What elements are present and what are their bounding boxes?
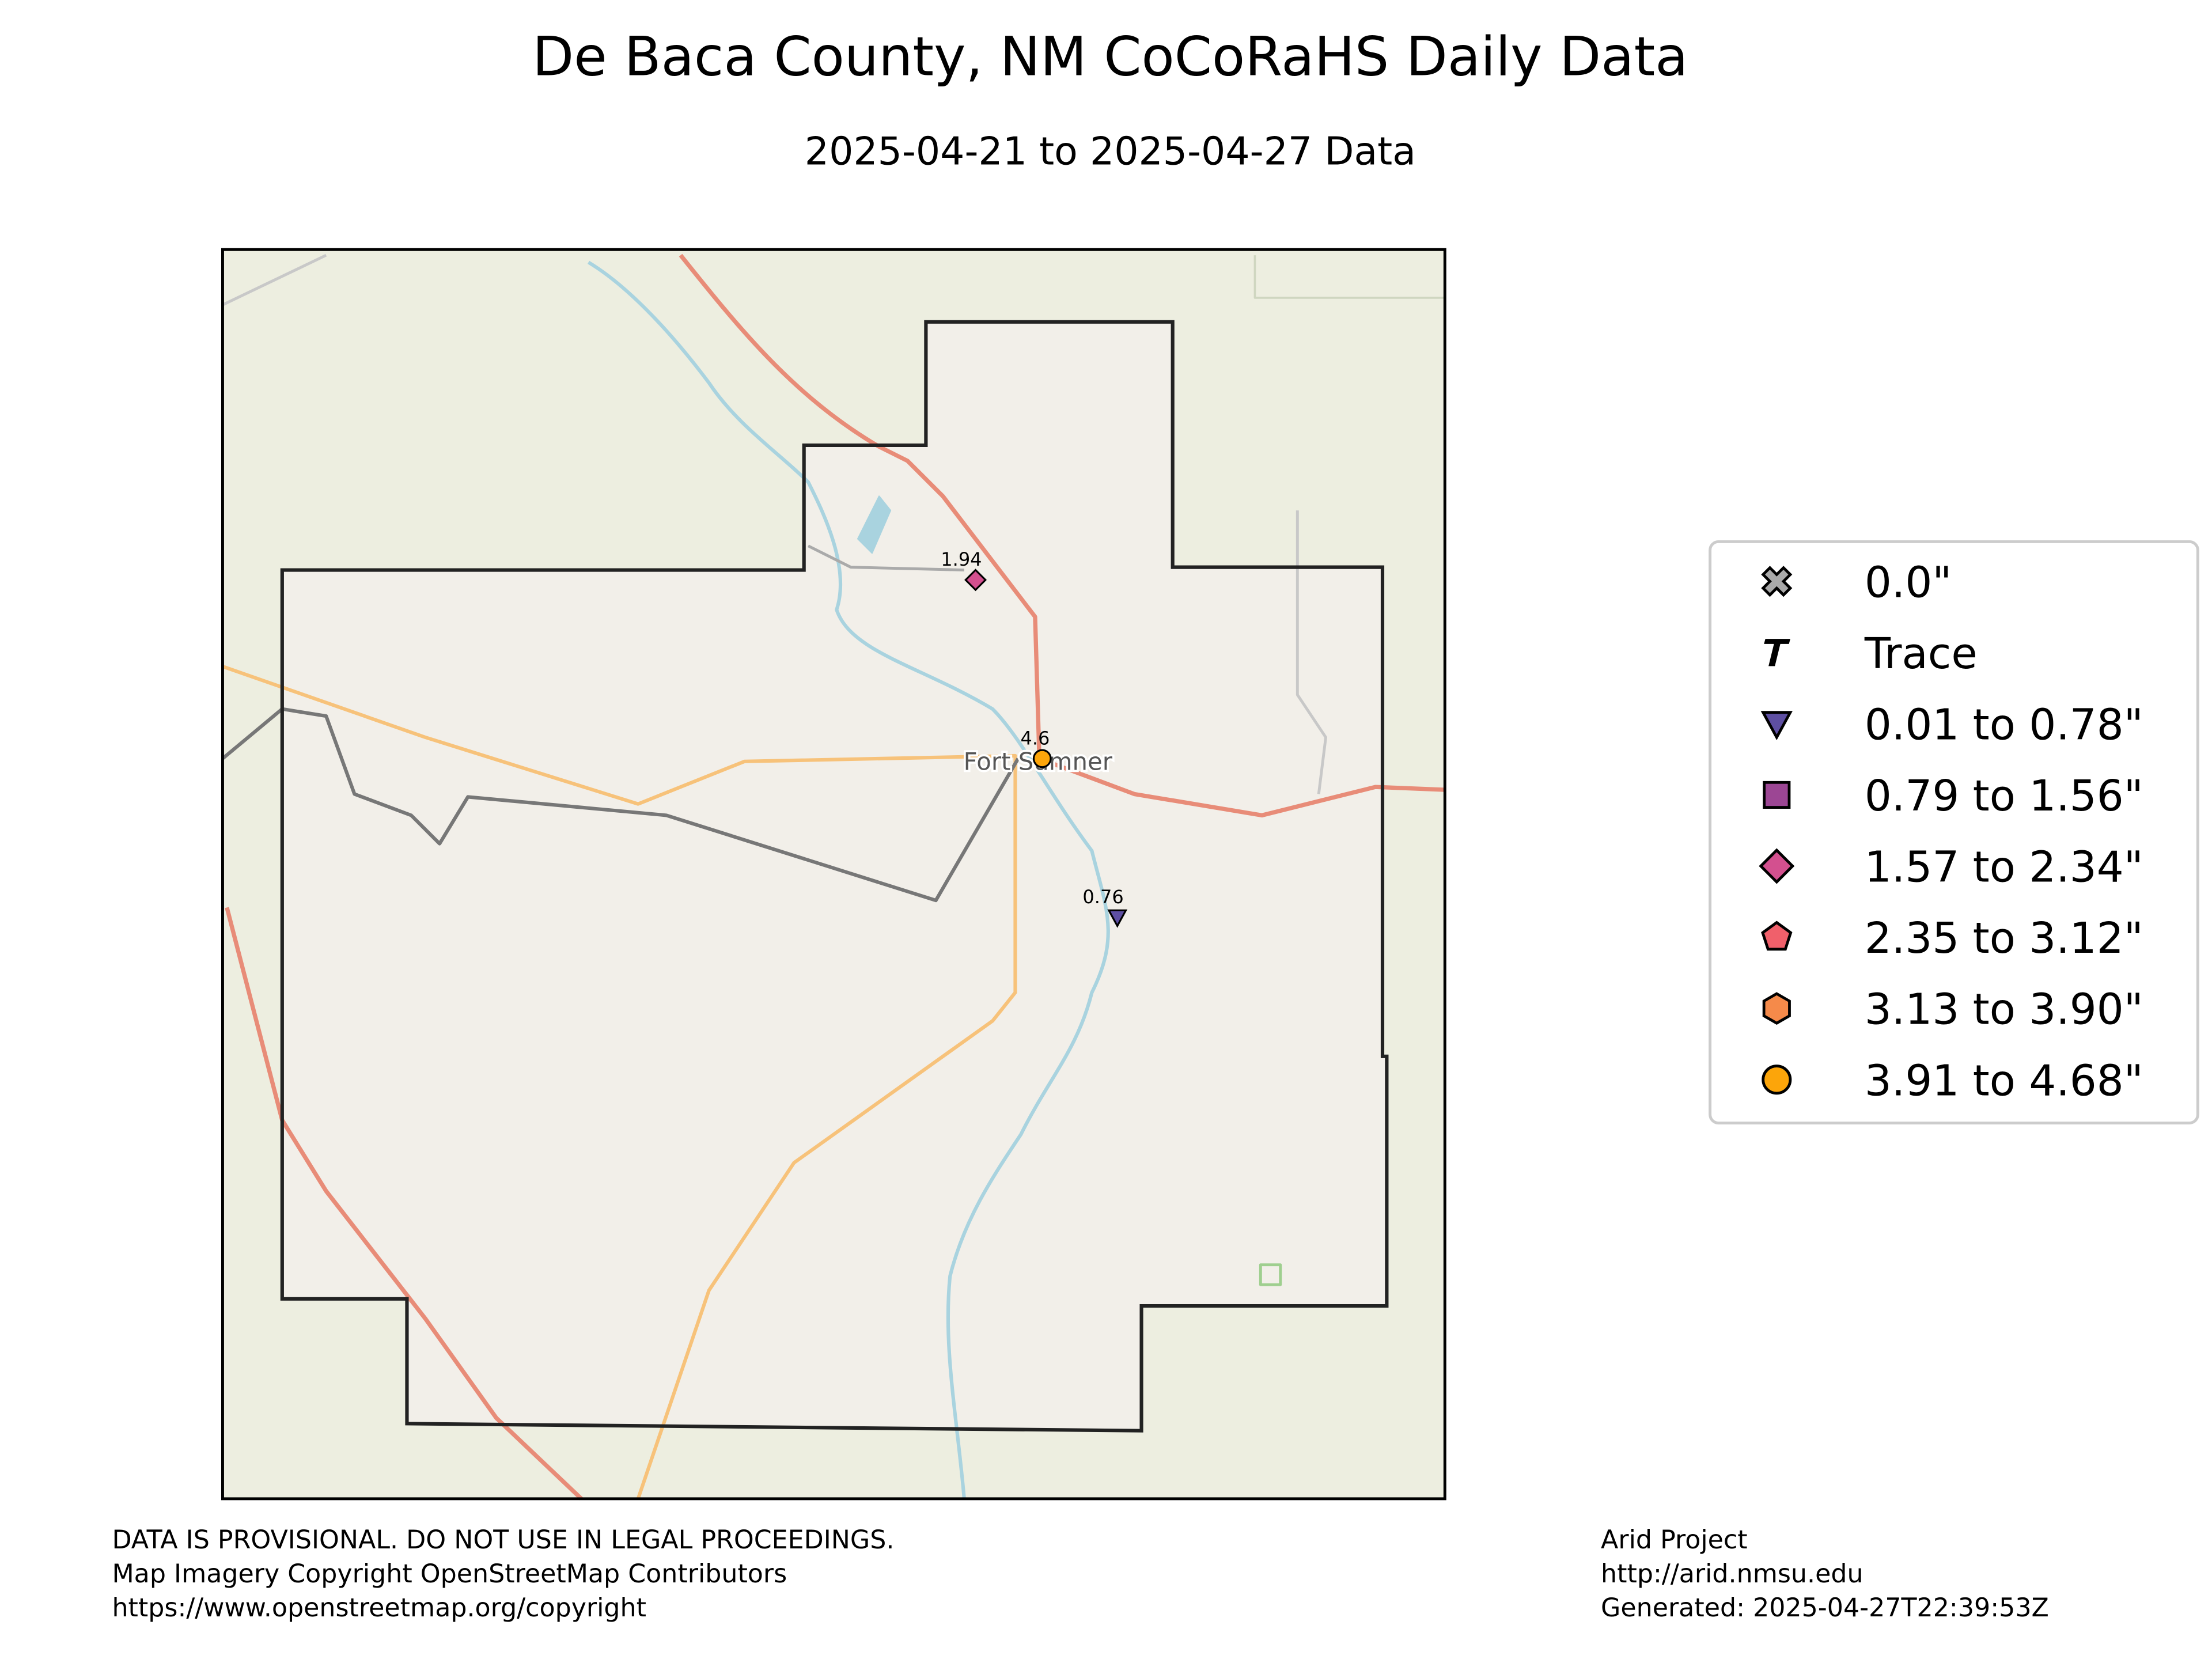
railway xyxy=(221,707,1020,903)
marker-shape xyxy=(1761,921,1793,951)
highway xyxy=(679,253,1445,818)
map-frame xyxy=(221,248,1446,1501)
place-label: Fort Sumner xyxy=(964,748,1113,776)
marker-shape xyxy=(1762,1065,1792,1095)
footer-text: https://www.openstreetmap.org/copyright xyxy=(112,1593,646,1623)
lake xyxy=(857,495,892,554)
marker xyxy=(1763,781,1791,809)
station-label: 0.76 xyxy=(1082,886,1123,908)
footer-text: Arid Project xyxy=(1601,1525,1748,1555)
marker xyxy=(1762,1065,1792,1095)
legend-label: 3.91 to 4.68" xyxy=(1865,1056,2143,1105)
footer: DATA IS PROVISIONAL. DO NOT USE IN LEGAL… xyxy=(112,1525,2048,1623)
road xyxy=(222,253,327,306)
station-label: 1.94 xyxy=(941,548,982,570)
marker-shape xyxy=(1761,566,1793,597)
stations: 1.94 4.6 0.76 xyxy=(941,548,1128,928)
legend-label: 0.01 to 0.78" xyxy=(1865,700,2143,749)
legend-label: 0.79 to 1.56" xyxy=(1865,771,2143,821)
road xyxy=(807,544,964,571)
legend-label: 0.0" xyxy=(1865,558,1952,607)
marker xyxy=(1762,992,1791,1025)
park xyxy=(1259,1263,1282,1286)
road xyxy=(222,665,1017,1499)
legend-label: Trace xyxy=(1864,629,1978,679)
title: De Baca County, NM CoCoRaHS Daily Data xyxy=(532,25,1688,88)
footer-text: Map Imagery Copyright OpenStreetMap Cont… xyxy=(112,1559,787,1589)
marker-shape xyxy=(964,569,987,592)
legend-box xyxy=(1709,540,2199,1124)
boundary xyxy=(1253,255,1445,299)
footer-text: Generated: 2025-04-27T22:39:53Z xyxy=(1601,1593,2049,1623)
marker xyxy=(1761,921,1793,951)
county-boundary xyxy=(280,320,1389,1433)
marker xyxy=(964,569,987,592)
legend-label: 2.35 to 3.12" xyxy=(1865,914,2143,963)
marker-shape xyxy=(1759,848,1795,884)
footer-text: DATA IS PROVISIONAL. DO NOT USE IN LEGAL… xyxy=(112,1525,894,1555)
legend-label: 3.13 to 3.90" xyxy=(1865,985,2143,1035)
marker xyxy=(1760,711,1793,741)
marker xyxy=(1764,639,1790,666)
legend-label: 1.57 to 2.34" xyxy=(1865,843,2143,892)
footer-text: http://arid.nmsu.edu xyxy=(1601,1559,1863,1589)
marker-shape xyxy=(1760,711,1793,741)
marker xyxy=(1032,749,1052,768)
river xyxy=(587,260,1110,1499)
marker xyxy=(1759,848,1795,884)
marker xyxy=(1107,909,1128,928)
highway xyxy=(225,907,583,1501)
marker xyxy=(1761,566,1793,597)
marker-shape xyxy=(1762,992,1791,1025)
marker-shape xyxy=(1764,639,1790,666)
county-fill xyxy=(282,321,1387,1431)
legend: 0.0" Trace 0.01 to 0.78" 0.79 to 1.56" 1.57 … xyxy=(1709,540,2199,1124)
station-label: 4.6 xyxy=(1020,727,1050,749)
marker-shape xyxy=(1032,749,1052,768)
legend-items: 0.0" Trace 0.01 to 0.78" 0.79 to 1.56" 1.57 … xyxy=(1759,558,2143,1105)
map: Fort Sumner 1.94 4.6 0.76 xyxy=(221,248,1446,1501)
road xyxy=(1296,510,1328,794)
subtitle: 2025-04-21 to 2025-04-27 Data xyxy=(805,129,1416,174)
marker-shape xyxy=(1763,781,1791,809)
marker-shape xyxy=(1107,909,1128,928)
map-features xyxy=(221,253,1445,1501)
